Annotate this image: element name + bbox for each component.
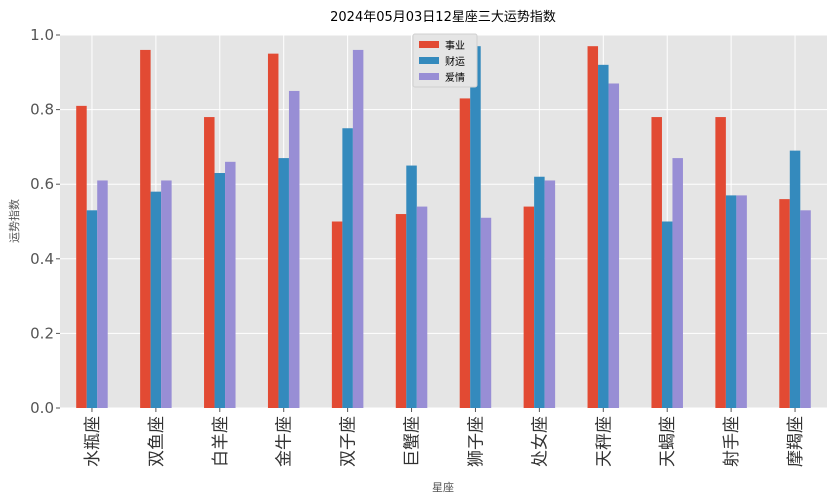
- bars: [76, 46, 811, 409]
- bar-3-4: [288, 90, 300, 408]
- bar-2-6: [406, 165, 417, 408]
- chart-title: 2024年05月03日12星座三大运势指数: [330, 9, 556, 25]
- x-tick-label: 双子座: [339, 416, 359, 467]
- bar-1-9: [587, 46, 599, 408]
- bar-2-4: [278, 158, 289, 408]
- bar-2-2: [150, 191, 162, 408]
- bar-2-9: [598, 64, 609, 408]
- y-tick-label: 1.0: [30, 26, 54, 44]
- bar-1-7: [459, 98, 471, 408]
- bar-1-8: [523, 206, 535, 408]
- x-tick-label: 摩羯座: [786, 416, 806, 467]
- legend-label: 爱情: [445, 71, 465, 84]
- bar-2-3: [214, 173, 226, 408]
- x-tick-label: 双鱼座: [147, 416, 167, 467]
- x-tick-label: 天秤座: [594, 416, 614, 467]
- bar-1-1: [76, 105, 87, 409]
- x-ticks: 水瓶座 双鱼座 白羊座 金牛座 双子座 巨蟹座 狮子座 处女座 天秤座 天蝎座 射手座 摩羯座: [83, 408, 806, 467]
- y-tick-label: 0.2: [30, 324, 54, 342]
- bar-3-10: [672, 158, 683, 408]
- legend-swatch: [419, 57, 439, 64]
- x-tick-label: 天蝎座: [658, 416, 678, 467]
- y-axis-label: 运势指数: [7, 199, 21, 243]
- bar-3-9: [608, 83, 620, 409]
- bar-1-2: [140, 49, 151, 409]
- legend-swatch: [419, 41, 439, 48]
- bar-2-1: [86, 210, 98, 408]
- bar-1-3: [204, 117, 215, 408]
- x-tick-label: 巨蟹座: [403, 416, 423, 467]
- bar-1-4: [267, 53, 279, 409]
- plot-background: [60, 35, 827, 408]
- bar-2-11: [725, 195, 737, 408]
- bar-3-7: [480, 217, 492, 408]
- legend-swatch: [419, 73, 439, 80]
- bar-3-12: [800, 210, 811, 408]
- bar-2-5: [342, 128, 353, 408]
- legend-label: 事业: [445, 39, 465, 52]
- bar-3-6: [416, 206, 428, 408]
- x-tick-label: 射手座: [722, 416, 742, 467]
- x-tick-label: 白羊座: [211, 416, 231, 467]
- bar-1-11: [715, 117, 726, 408]
- x-tick-label: 水瓶座: [83, 416, 103, 467]
- bar-3-1: [97, 180, 108, 408]
- bar-1-12: [779, 199, 790, 408]
- y-tick-label: 0.8: [30, 101, 54, 119]
- x-tick-label: 狮子座: [466, 416, 486, 467]
- legend-label: 财运: [445, 55, 465, 68]
- bar-1-5: [331, 221, 343, 408]
- y-tick-label: 0.6: [30, 175, 54, 193]
- bar-2-12: [789, 150, 801, 408]
- y-tick-label: 0.4: [30, 250, 54, 268]
- x-tick-label: 金牛座: [275, 416, 295, 467]
- bar-1-10: [651, 117, 662, 408]
- y-ticks: 0.0 0.2 0.4 0.6 0.8 1.0: [30, 26, 60, 417]
- bar-3-8: [544, 180, 556, 408]
- bar-3-11: [736, 195, 747, 408]
- x-tick-label: 处女座: [530, 416, 550, 467]
- bar-2-7: [470, 46, 481, 408]
- bar-3-3: [225, 161, 236, 408]
- bar-3-5: [352, 49, 364, 409]
- bar-2-8: [534, 176, 545, 408]
- bar-3-2: [161, 180, 172, 408]
- bar-1-6: [395, 214, 407, 408]
- y-tick-label: 0.0: [30, 399, 54, 417]
- bar-2-10: [661, 221, 673, 408]
- x-axis-label: 星座: [432, 480, 454, 494]
